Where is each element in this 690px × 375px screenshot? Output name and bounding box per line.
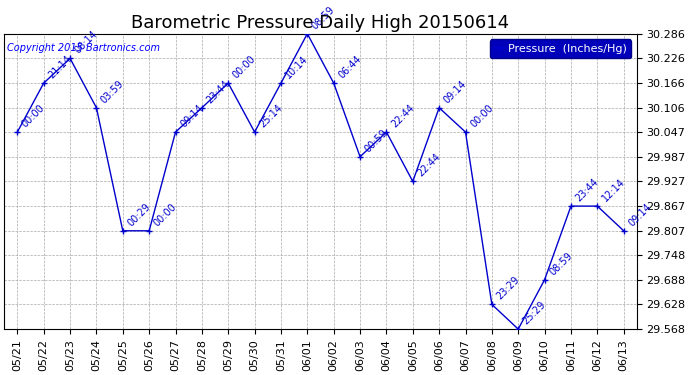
Text: 23:44: 23:44 [573,177,600,203]
Text: 03:59: 03:59 [99,78,126,105]
Text: 09:14: 09:14 [442,78,469,105]
Legend: Pressure  (Inches/Hg): Pressure (Inches/Hg) [490,39,631,58]
Text: 00:00: 00:00 [152,201,179,228]
Text: 12:14: 12:14 [600,177,627,203]
Text: 09:14: 09:14 [178,103,205,129]
Text: 22:44: 22:44 [389,102,416,129]
Text: 00:00: 00:00 [469,103,495,129]
Text: 22:44: 22:44 [415,152,442,178]
Text: 08:14: 08:14 [73,29,99,56]
Title: Barometric Pressure Daily High 20150614: Barometric Pressure Daily High 20150614 [132,14,510,32]
Text: 08:59: 08:59 [310,4,337,31]
Text: 23:29: 23:29 [495,275,522,302]
Text: 00:59: 00:59 [363,127,390,154]
Text: Copyright 2015 Bartronics.com: Copyright 2015 Bartronics.com [8,43,160,52]
Text: 00:00: 00:00 [231,54,258,80]
Text: 06:44: 06:44 [337,54,363,80]
Text: 00:29: 00:29 [126,201,152,228]
Text: 25:29: 25:29 [521,299,548,326]
Text: 10:14: 10:14 [284,54,310,80]
Text: 25:14: 25:14 [257,102,284,129]
Text: 08:59: 08:59 [547,250,574,277]
Text: 00:00: 00:00 [20,103,47,129]
Text: 21:14: 21:14 [46,54,73,80]
Text: 09:14: 09:14 [627,201,653,228]
Text: 23:44: 23:44 [205,78,231,105]
